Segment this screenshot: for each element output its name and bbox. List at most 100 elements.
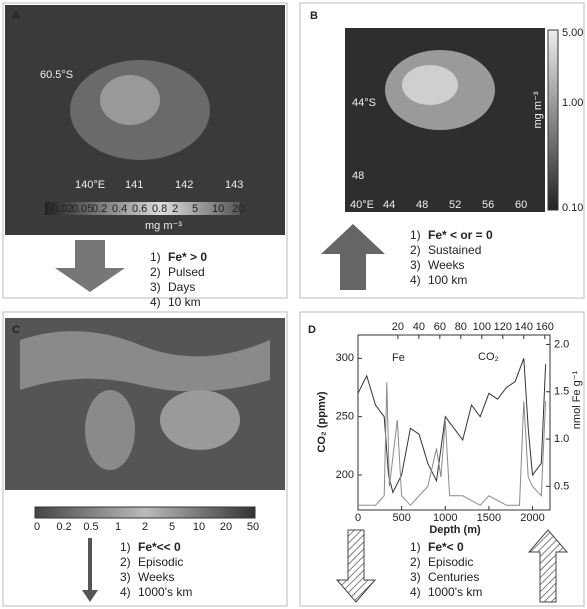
panel-label: A (12, 10, 20, 22)
colorbar-tick: 0 (34, 521, 40, 533)
item-number: 2) (410, 555, 421, 569)
item-number: 1) (150, 250, 161, 264)
latitude-label: 60.5°S (40, 69, 73, 81)
item-text: Fe*<< 0 (138, 540, 181, 554)
series-line (358, 382, 547, 507)
x-tick-label: 1000 (433, 512, 457, 524)
item-number: 4) (120, 585, 131, 599)
arrows (55, 224, 569, 603)
longitude-label: 44 (383, 199, 395, 211)
y-tick-label: 300 (336, 352, 354, 364)
item-number: 2) (410, 243, 421, 257)
panel-label: D (308, 324, 316, 336)
item-number: 1) (410, 540, 421, 554)
item-text: Episodic (138, 555, 183, 569)
colorbar-tick: 1.00 (562, 97, 583, 109)
item-number: 2) (150, 265, 161, 279)
item-text: 100 km (428, 273, 467, 287)
colorbar-tick: 1 (115, 521, 121, 533)
x2-tick-label: 100 (473, 321, 491, 333)
longitude-label: 40°E (350, 199, 374, 211)
series-label: Fe (392, 352, 405, 364)
item-number: 4) (150, 295, 161, 309)
latitude-label: 48 (352, 170, 364, 182)
item-text: Sustained (428, 243, 481, 257)
y-tick-label: 250 (336, 411, 354, 423)
plot-frame (357, 334, 551, 511)
colorbar-tick: 50 (247, 521, 259, 533)
longitude-label: 142 (175, 179, 193, 191)
x2-tick-label: 20 (392, 321, 404, 333)
y-axis-title: CO₂ (ppmv) (316, 391, 328, 452)
item-text: Fe* < or = 0 (428, 228, 493, 242)
x-tick-label: 0 (355, 512, 361, 524)
colorbar-unit: mg m⁻³ (532, 91, 544, 128)
colorbar-tick: 2 (142, 521, 148, 533)
item-number: 3) (410, 258, 421, 272)
series-line (357, 358, 547, 494)
colorbar-tick: 5.00 (562, 27, 583, 39)
colorbar-tick: 0.6 (132, 203, 147, 215)
colorbar-tick: 0.2 (56, 521, 71, 533)
colorbar-tick: 5 (169, 521, 175, 533)
y2-tick-label: 2.0 (554, 338, 569, 350)
x-tick-label: 500 (392, 512, 410, 524)
longitude-label: 52 (449, 199, 461, 211)
colorbar-tick: 2 (172, 203, 178, 215)
colorbar-tick: 10 (193, 521, 205, 533)
longitude-label: 48 (416, 199, 428, 211)
longitude-label: 140°E (75, 179, 105, 191)
y2-tick-label: 1.5 (554, 386, 569, 398)
x2-tick-label: 120 (494, 321, 512, 333)
item-text: 1000's km (138, 585, 192, 599)
item-number: 1) (410, 228, 421, 242)
item-text: 10 km (168, 295, 201, 309)
item-text: Days (168, 280, 195, 294)
series-label: CO₂ (478, 351, 499, 363)
item-text: Weeks (138, 570, 174, 584)
item-number: 2) (120, 555, 131, 569)
panel-label: C (12, 324, 20, 336)
y2-tick-label: 1.0 (554, 433, 569, 445)
item-text: Episodic (428, 555, 473, 569)
item-text: Fe*< 0 (428, 540, 464, 554)
colorbar-tick: 5 (192, 203, 198, 215)
longitude-label: 143 (225, 179, 243, 191)
colorbar-tick: 0.10 (562, 202, 583, 214)
x2-tick-label: 80 (455, 321, 467, 333)
colorbar-tick: 0.4 (112, 203, 127, 215)
panel-label: B (310, 10, 318, 22)
colorbar-tick: 0.05 (72, 203, 93, 215)
item-number: 3) (410, 570, 421, 584)
item-text: 1000's km (428, 585, 482, 599)
item-number: 4) (410, 585, 421, 599)
item-text: Weeks (428, 258, 464, 272)
colorbar-tick: 0.8 (152, 203, 167, 215)
longitude-label: 60 (515, 199, 527, 211)
item-text: Fe* > 0 (168, 250, 207, 264)
colorbar-tick: 10 (212, 203, 224, 215)
longitude-label: 141 (125, 179, 143, 191)
item-number: 4) (410, 273, 421, 287)
item-number: 3) (150, 280, 161, 294)
colorbar-tick: 0.5 (83, 521, 98, 533)
item-text: Pulsed (168, 265, 205, 279)
colorbar-tick: 0.02 (52, 203, 73, 215)
y2-axis-title: nmol Fe g⁻¹ (571, 370, 583, 429)
x-tick-label: 2000 (520, 512, 544, 524)
x2-tick-label: 160 (536, 321, 554, 333)
x2-tick-label: 140 (515, 321, 533, 333)
colorbar-tick: 20 (220, 521, 232, 533)
colorbar-tick: 0.2 (92, 203, 107, 215)
item-text: Centuries (428, 570, 479, 584)
latitude-label: 44°S (352, 97, 376, 109)
colorbar-tick: 20 (232, 203, 244, 215)
colorbar-unit: mg m⁻³ (145, 220, 182, 232)
x2-tick-label: 60 (434, 321, 446, 333)
x2-tick-label: 40 (413, 321, 425, 333)
x-tick-label: 1500 (477, 512, 501, 524)
y2-tick-label: 0.5 (554, 480, 569, 492)
satellite-images (5, 5, 559, 519)
